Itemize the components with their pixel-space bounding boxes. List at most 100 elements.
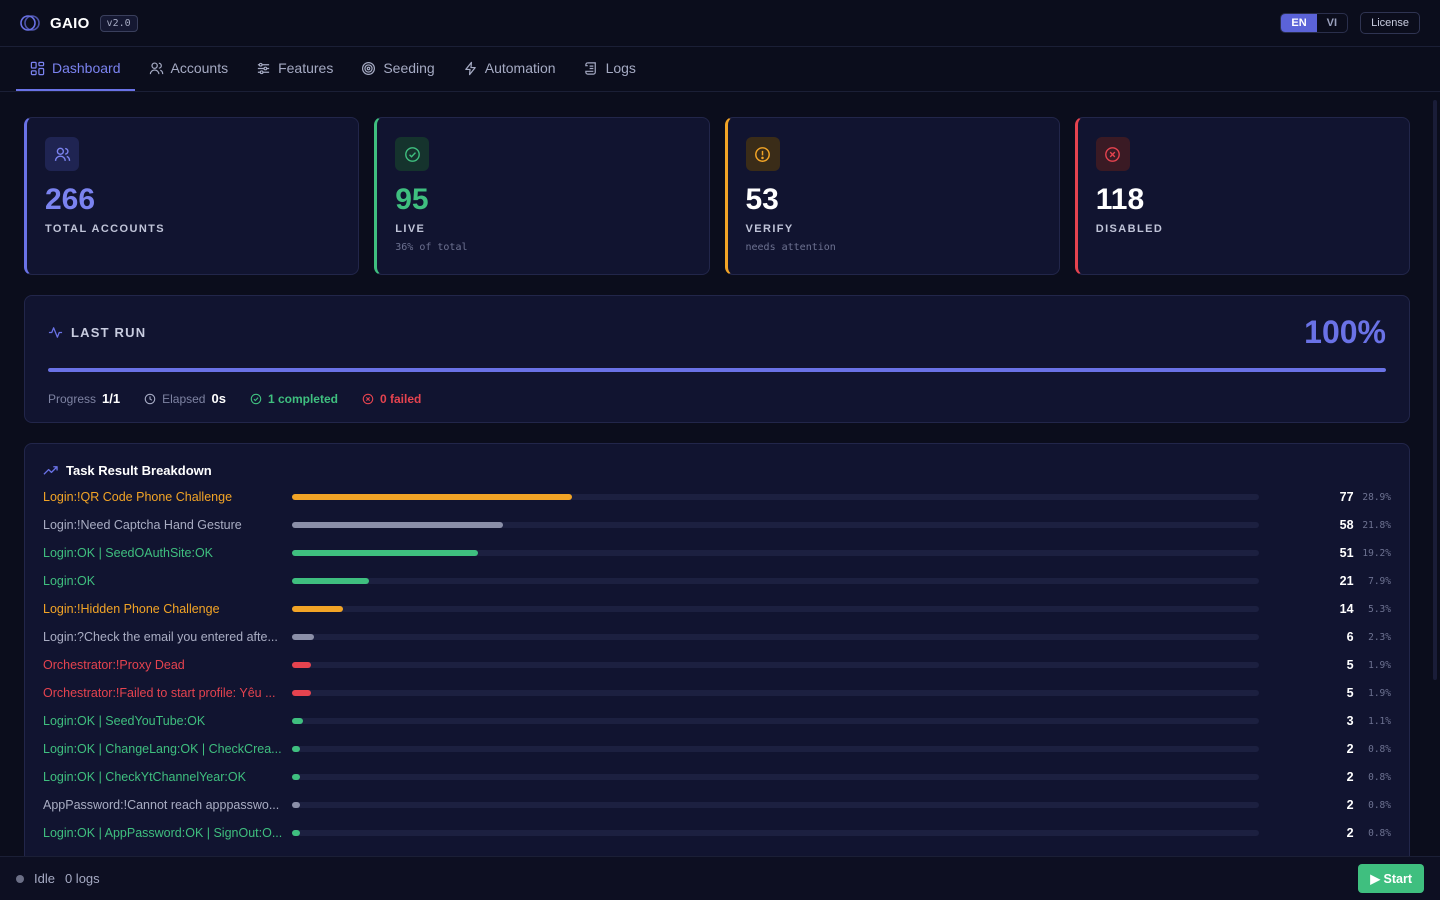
breakdown-row: Orchestrator:!Proxy Dead 5 1.9% xyxy=(43,651,1391,679)
breakdown-row-count: 5 xyxy=(1346,658,1354,672)
breakdown-row-label: Login:OK | ChangeLang:OK | CheckCrea... xyxy=(43,742,282,756)
stat-value: 95 xyxy=(395,183,429,216)
breakdown-row-percent: 1.9% xyxy=(1368,659,1391,671)
breakdown-row-percent: 0.8% xyxy=(1368,743,1391,755)
breakdown-row-bar xyxy=(292,606,1260,612)
tab-label: Logs xyxy=(605,60,636,76)
tab-accounts[interactable]: Accounts xyxy=(135,47,243,91)
breakdown-row-count: 77 xyxy=(1339,490,1354,504)
bolt-icon xyxy=(464,61,476,75)
trending-up-icon xyxy=(43,465,58,475)
breakdown-row-percent: 1.9% xyxy=(1368,687,1391,699)
stats-row: 266 TOTAL ACCOUNTS 95 LIVE 36% of total … xyxy=(24,117,1410,275)
language-switch: EN VI xyxy=(1280,13,1349,33)
page-scrollbar[interactable] xyxy=(1433,100,1437,680)
breakdown-row-label: Login:OK | CheckYtChannelYear:OK xyxy=(43,770,246,784)
breakdown-row-label: AppPassword:!Cannot reach apppasswo... xyxy=(43,798,280,812)
tab-features[interactable]: Features xyxy=(242,47,347,91)
breakdown-row-label: Login:OK | SeedOAuthSite:OK xyxy=(43,546,214,560)
breakdown-row-percent: 19.2% xyxy=(1362,547,1391,559)
check-circle-icon xyxy=(395,137,430,171)
breakdown-row-label: Login:?Check the email you entered afte.… xyxy=(43,630,278,644)
breakdown-row-bar xyxy=(292,578,1260,584)
failed-meta: 0 failed xyxy=(362,392,421,406)
breakdown-row-bar xyxy=(292,830,1260,836)
start-button[interactable]: ▶ Start xyxy=(1358,864,1424,893)
top-bar: GAIO v2.0 EN VI License xyxy=(0,0,1440,47)
breakdown-title: Task Result Breakdown xyxy=(43,461,1391,479)
breakdown-row-count: 2 xyxy=(1346,826,1354,840)
tab-dashboard[interactable]: Dashboard xyxy=(16,47,135,91)
tab-label: Accounts xyxy=(170,60,229,76)
breakdown-row-bar-fill xyxy=(292,802,300,808)
stat-card-live: 95 LIVE 36% of total xyxy=(374,117,710,275)
breakdown-row-percent: 5.3% xyxy=(1368,603,1391,615)
breakdown-row-count: 2 xyxy=(1346,770,1354,784)
header-actions: EN VI License xyxy=(1280,12,1420,34)
breakdown-row-bar-fill xyxy=(292,550,478,556)
breakdown-row-bar-fill xyxy=(292,634,315,640)
breakdown-row-bar-fill xyxy=(292,830,300,836)
breakdown-row: Login:!Hidden Phone Challenge 14 5.3% xyxy=(43,595,1391,623)
tab-automation[interactable]: Automation xyxy=(449,47,570,91)
tab-seeding[interactable]: Seeding xyxy=(347,47,448,91)
breakdown-list: Login:!QR Code Phone Challenge 77 28.9% Log… xyxy=(43,483,1391,847)
last-run-panel: LAST RUN 100% Progress 1/1 Elapsed 0s 1 … xyxy=(24,295,1410,423)
breakdown-row-bar-fill xyxy=(292,606,344,612)
breakdown-row-bar xyxy=(292,802,1260,808)
breakdown-row: Login:?Check the email you entered afte.… xyxy=(43,623,1391,651)
progress-value: 1/1 xyxy=(102,391,121,406)
clock-icon xyxy=(144,393,156,404)
stat-card-disabled: 118 DISABLED xyxy=(1074,117,1410,275)
stat-value: 266 xyxy=(45,183,96,216)
breakdown-row-bar-fill xyxy=(292,690,311,696)
lang-vi-button[interactable]: VI xyxy=(1326,17,1338,29)
breakdown-row: Login:OK | CheckYtChannelYear:OK 2 0.8% xyxy=(43,763,1391,791)
breakdown-row-bar-fill xyxy=(292,774,300,780)
stat-label: LIVE xyxy=(395,223,426,235)
lang-en-button[interactable]: EN xyxy=(1281,14,1317,32)
breakdown-row-label: Login:!Need Captcha Hand Gesture xyxy=(43,518,242,532)
tab-logs[interactable]: Logs xyxy=(570,47,650,91)
breakdown-row: Orchestrator:!Failed to start profile: Y… xyxy=(43,679,1391,707)
stat-label: DISABLED xyxy=(1095,223,1164,235)
breakdown-row-count: 14 xyxy=(1339,602,1354,616)
breakdown-row-bar xyxy=(292,494,1260,500)
tab-label: Automation xyxy=(484,60,556,76)
stat-card-verify: 53 VERIFY needs attention xyxy=(724,117,1060,275)
x-circle-icon xyxy=(362,393,374,404)
breakdown-row-label: Login:OK | SeedYouTube:OK xyxy=(43,714,206,728)
failed-text: 0 failed xyxy=(379,391,422,406)
breakdown-row: AppPassword:!Cannot reach apppasswo... 2 0… xyxy=(43,791,1391,819)
progress-meta: Progress 1/1 xyxy=(48,391,120,406)
breakdown-row-bar xyxy=(292,662,1260,668)
breakdown-row-count: 5 xyxy=(1346,686,1354,700)
breakdown-row-percent: 2.3% xyxy=(1368,631,1391,643)
breakdown-row-bar-fill xyxy=(292,494,572,500)
status-dot-icon xyxy=(16,874,24,883)
breakdown-row-label: Login:OK | AppPassword:OK | SignOut:O... xyxy=(43,826,283,840)
breakdown-row-label: Login:!QR Code Phone Challenge xyxy=(43,490,233,504)
breakdown-row-percent: 1.1% xyxy=(1368,715,1391,727)
breakdown-row-count: 3 xyxy=(1346,714,1354,728)
breakdown-row-percent: 0.8% xyxy=(1368,799,1391,811)
breakdown-row-count: 21 xyxy=(1339,574,1354,588)
last-run-progress-bar xyxy=(48,368,1386,372)
x-circle-icon xyxy=(1095,137,1130,171)
breakdown-row-percent: 0.8% xyxy=(1368,771,1391,783)
breakdown-row-label: Login:!Hidden Phone Challenge xyxy=(43,602,220,616)
completed-meta: 1 completed xyxy=(250,392,338,406)
breakdown-row: Login:OK | AppPassword:OK | SignOut:O...… xyxy=(43,819,1391,847)
logo-icon xyxy=(20,15,40,31)
breakdown-row-bar xyxy=(292,522,1260,528)
sliders-icon xyxy=(257,62,270,74)
elapsed-label: Elapsed xyxy=(162,391,206,406)
tab-label: Dashboard xyxy=(52,60,121,76)
breakdown-row: Login:!Need Captcha Hand Gesture 58 21.8% xyxy=(43,511,1391,539)
breakdown-row: Login:OK | SeedOAuthSite:OK 51 19.2% xyxy=(43,539,1391,567)
dashboard-icon xyxy=(30,61,45,75)
stat-card-total-accounts: 266 TOTAL ACCOUNTS xyxy=(24,117,360,275)
version-badge: v2.0 xyxy=(99,14,138,32)
license-button[interactable]: License xyxy=(1360,12,1420,34)
last-run-meta: Progress 1/1 Elapsed 0s 1 completed 0 fa… xyxy=(48,391,1386,406)
